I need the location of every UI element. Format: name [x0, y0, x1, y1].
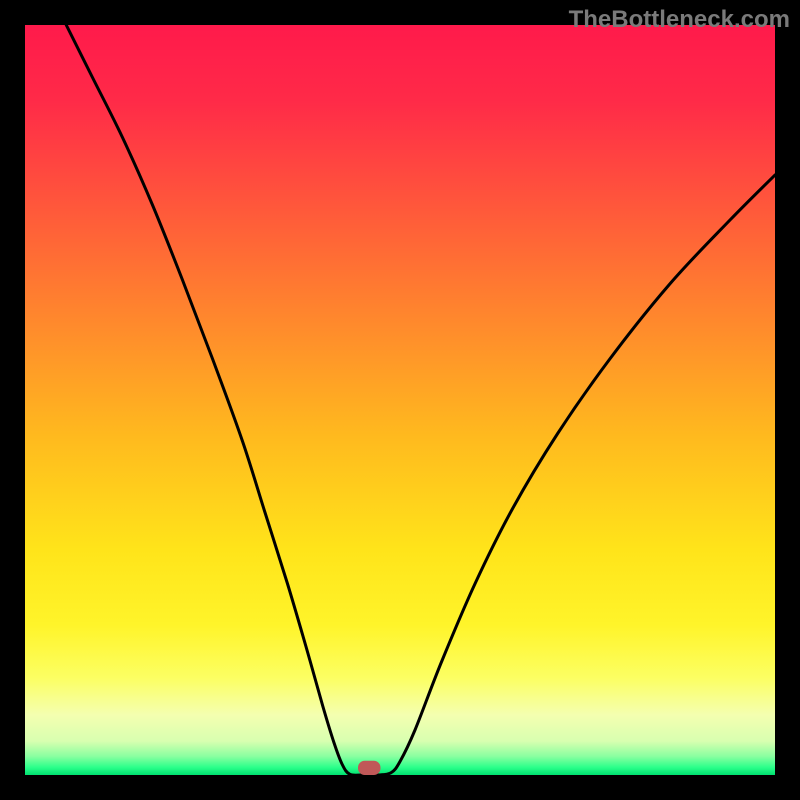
current-config-marker — [358, 761, 381, 775]
watermark-text: TheBottleneck.com — [569, 6, 790, 34]
gradient-background — [25, 25, 775, 775]
chart-frame: TheBottleneck.com — [0, 0, 800, 800]
plot-svg — [25, 25, 775, 775]
plot-area — [25, 25, 775, 775]
